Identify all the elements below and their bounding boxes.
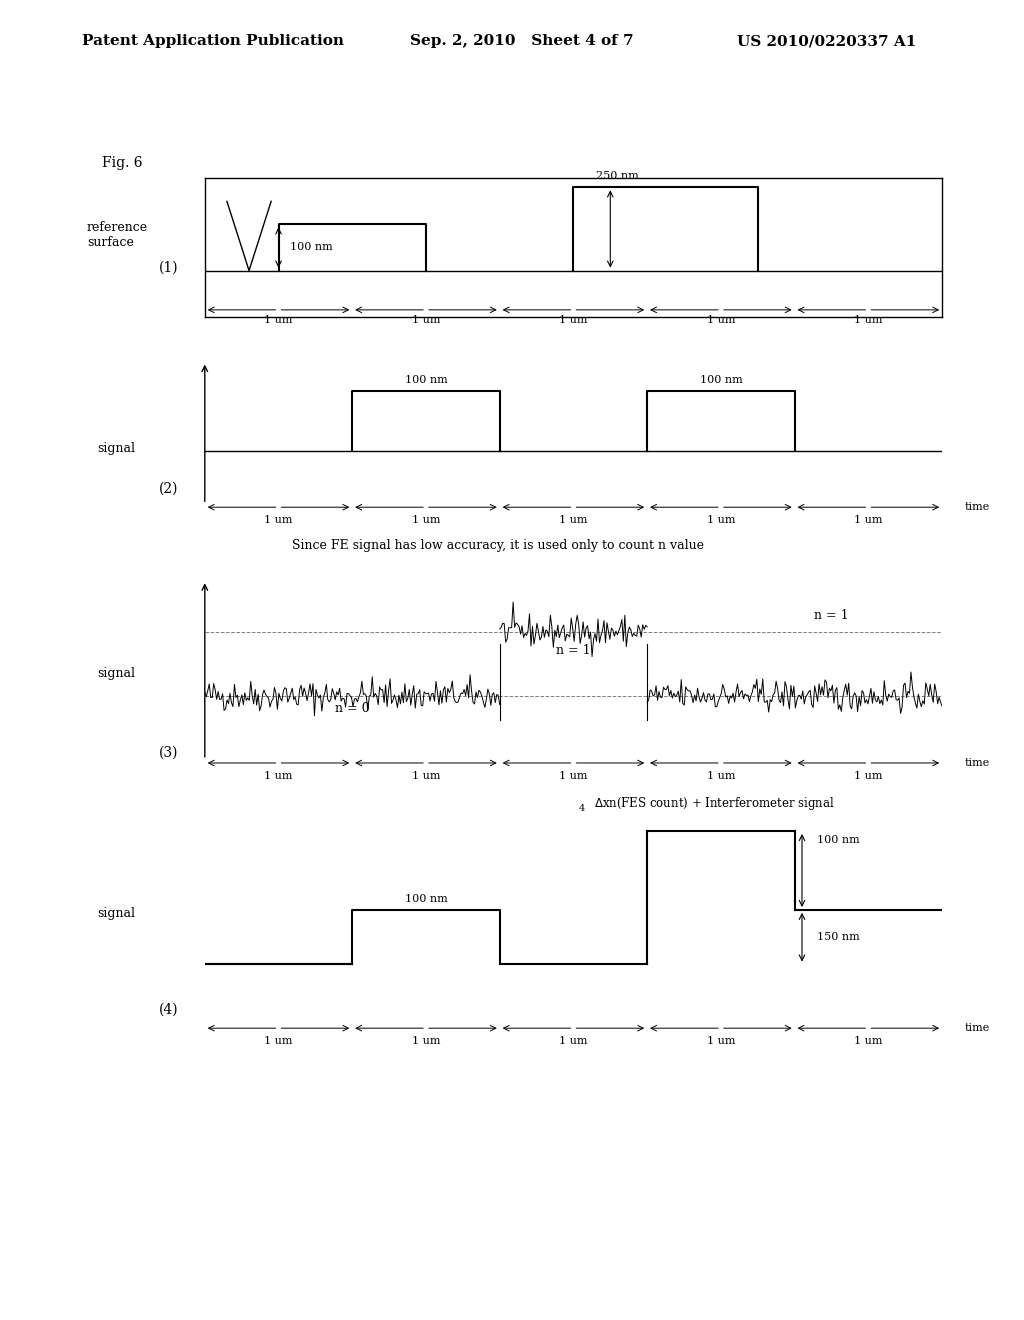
Text: 150 nm: 150 nm	[817, 932, 859, 942]
Text: 100 nm: 100 nm	[699, 375, 742, 385]
Text: Patent Application Publication: Patent Application Publication	[82, 34, 344, 49]
Text: 100 nm: 100 nm	[817, 836, 859, 845]
Text: 250 nm: 250 nm	[596, 170, 639, 181]
Text: (2): (2)	[159, 482, 178, 495]
Text: 4: 4	[579, 804, 585, 813]
Text: 1 um: 1 um	[854, 771, 883, 781]
Text: 1 um: 1 um	[264, 315, 293, 326]
Text: signal: signal	[97, 667, 135, 680]
Text: US 2010/0220337 A1: US 2010/0220337 A1	[737, 34, 916, 49]
Text: 1 um: 1 um	[559, 771, 588, 781]
Text: 1 um: 1 um	[707, 771, 735, 781]
Text: 1 um: 1 um	[854, 315, 883, 326]
Text: (1): (1)	[159, 261, 178, 275]
Text: n = 1: n = 1	[814, 609, 849, 622]
Text: time: time	[965, 758, 989, 768]
Text: n = 1: n = 1	[556, 644, 591, 657]
Text: 1 um: 1 um	[559, 315, 588, 326]
Text: 1 um: 1 um	[412, 515, 440, 525]
Text: 1 um: 1 um	[707, 1036, 735, 1045]
Text: 1 um: 1 um	[854, 1036, 883, 1045]
Text: 1 um: 1 um	[412, 1036, 440, 1045]
Text: 1 um: 1 um	[707, 515, 735, 525]
Text: reference
surface: reference surface	[87, 220, 148, 249]
Text: $\Delta$xn(FES count) + Interferometer signal: $\Delta$xn(FES count) + Interferometer s…	[594, 795, 835, 812]
Text: signal: signal	[97, 442, 135, 455]
Text: signal: signal	[97, 907, 135, 920]
Text: 1 um: 1 um	[412, 315, 440, 326]
Text: 100 nm: 100 nm	[404, 894, 447, 904]
Text: 1 um: 1 um	[264, 1036, 293, 1045]
Text: 1 um: 1 um	[412, 771, 440, 781]
Text: (3): (3)	[159, 746, 178, 759]
Text: time: time	[965, 1023, 989, 1034]
Text: (4): (4)	[159, 1003, 178, 1016]
Text: time: time	[965, 502, 989, 512]
Text: Sep. 2, 2010   Sheet 4 of 7: Sep. 2, 2010 Sheet 4 of 7	[410, 34, 633, 49]
Text: 1 um: 1 um	[559, 515, 588, 525]
Text: 1 um: 1 um	[707, 315, 735, 326]
Text: 1 um: 1 um	[264, 515, 293, 525]
Text: Since FE signal has low accuracy, it is used only to count n value: Since FE signal has low accuracy, it is …	[292, 539, 703, 552]
Text: 100 nm: 100 nm	[404, 375, 447, 385]
Text: 100 nm: 100 nm	[290, 243, 333, 252]
Text: n = 0: n = 0	[335, 702, 370, 714]
Text: 1 um: 1 um	[559, 1036, 588, 1045]
Text: 1 um: 1 um	[264, 771, 293, 781]
Text: Fig. 6: Fig. 6	[102, 156, 143, 170]
Text: 1 um: 1 um	[854, 515, 883, 525]
